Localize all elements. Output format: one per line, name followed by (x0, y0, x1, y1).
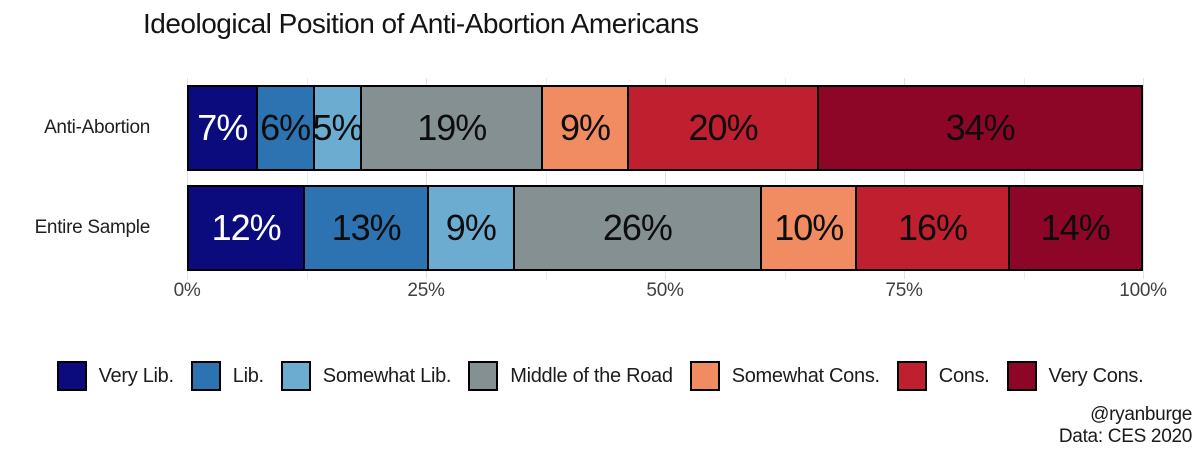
legend-label: Middle of the Road (510, 364, 673, 387)
bar-segment: 9% (541, 87, 627, 169)
gridline (1023, 78, 1025, 279)
stacked-bar: 7% 6% 5% 19% 9% 20% 34% (187, 85, 1143, 171)
bar-segment: 14% (1007, 187, 1141, 269)
bar-row: Anti-Abortion 7% 6% 5% 19% 9% 20% 34% (0, 85, 1200, 171)
legend-label: Very Lib. (98, 364, 174, 387)
row-label: Anti-Abortion (44, 117, 150, 138)
bar-segment: 5% (312, 87, 364, 169)
gridline (187, 78, 188, 279)
bar-row: Entire Sample 12% 13% 9% 26% 10% 16% 14% (0, 185, 1200, 271)
bar-segment: 9% (426, 187, 513, 269)
bar-segment-label: 12% (211, 207, 282, 248)
x-tick-label: 100% (1119, 280, 1167, 301)
legend-swatch (1006, 361, 1037, 391)
plot-area (187, 78, 1144, 279)
bar-segment: 13% (303, 187, 427, 269)
legend-item: Middle of the Road (468, 361, 673, 391)
bar-segment-label: 5% (312, 107, 364, 148)
x-tick-label: 0% (173, 280, 201, 301)
bar-segment: 26% (512, 187, 761, 269)
gridline (904, 78, 905, 279)
attribution-handle: @ryanburge (1090, 404, 1192, 425)
x-tick-label: 25% (407, 280, 445, 301)
bar-segment-label: 16% (897, 207, 968, 248)
x-axis: 0% 25% 50% 75% 100% (174, 280, 1167, 304)
legend-item: Somewhat Cons. (689, 361, 880, 391)
bar-segment: 19% (360, 87, 542, 169)
bar-segment-label: 10% (774, 207, 844, 248)
legend-label: Cons. (938, 364, 990, 387)
legend-swatch (896, 361, 927, 391)
bar-segment: 7% (189, 87, 256, 169)
gridline (665, 78, 666, 279)
bar-segment-label: 9% (560, 107, 611, 148)
gridline (306, 78, 308, 279)
row-label: Entire Sample (34, 217, 151, 238)
attribution-source: Data: CES 2020 (1058, 426, 1192, 447)
bar-segment: 12% (189, 187, 304, 269)
legend-item: Very Cons. (1006, 361, 1144, 391)
attribution: @ryanburge Data: CES 2020 (1059, 404, 1192, 448)
legend-swatch (689, 361, 720, 391)
bar-segment-label: 13% (331, 207, 402, 248)
bar-segment: 10% (760, 187, 856, 269)
gridline (1143, 78, 1144, 279)
bar-segment: 6% (255, 87, 313, 169)
x-tick-label: 50% (646, 280, 684, 301)
legend-item: Somewhat Lib. (280, 361, 452, 391)
bar-segment-label: 6% (260, 107, 311, 148)
x-tick-label: 75% (885, 280, 923, 301)
legend-label: Somewhat Cons. (731, 364, 880, 387)
legend-swatch (280, 361, 311, 391)
legend-item: Cons. (896, 361, 990, 391)
legend-item: Very Lib. (56, 361, 174, 391)
bar-segment: 16% (855, 187, 1008, 269)
bar-segment-label: 34% (945, 107, 1016, 148)
bar-segment-label: 9% (445, 207, 497, 248)
gridline (545, 78, 547, 279)
legend-swatch (56, 361, 87, 391)
bar-segment-label: 26% (602, 207, 673, 248)
stacked-bar: 12% 13% 9% 26% 10% 16% 14% (187, 185, 1143, 271)
legend: Very Lib. Lib. Somewhat Lib. Middle of the … (0, 358, 1200, 394)
bar-segment-label: 20% (688, 107, 759, 148)
gridline (784, 78, 786, 279)
bar-segment: 20% (626, 87, 818, 169)
bar-segment-label: 19% (417, 107, 487, 148)
legend-label: Very Cons. (1048, 364, 1144, 387)
legend-swatch (468, 361, 499, 391)
bar-segment-label: 14% (1040, 207, 1111, 248)
legend-label: Somewhat Lib. (322, 364, 452, 387)
gridline (426, 78, 427, 279)
legend-item: Lib. (190, 361, 264, 391)
bar-segment-label: 7% (197, 107, 248, 148)
chart-title: Ideological Position of Anti-Abortion Am… (143, 8, 699, 39)
legend-label: Lib. (232, 364, 264, 387)
bar-segment: 34% (817, 87, 1141, 169)
legend-swatch (190, 361, 221, 391)
